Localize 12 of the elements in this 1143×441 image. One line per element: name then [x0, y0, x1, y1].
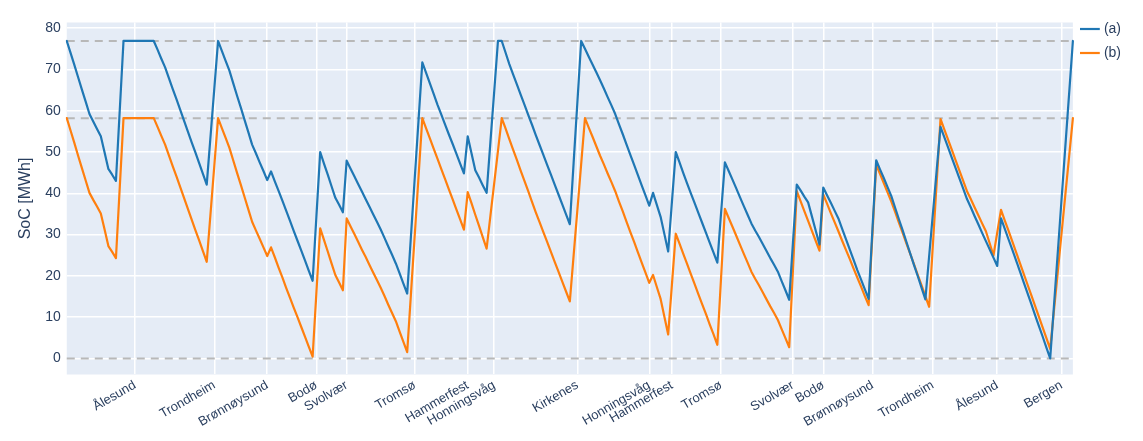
y-tick-label: 60 [45, 101, 61, 118]
y-axis-title: SoC [MWh] [16, 157, 34, 240]
y-tick-label: 40 [45, 184, 61, 201]
y-tick-label: 80 [45, 19, 61, 36]
y-tick-label: 0 [52, 349, 61, 366]
y-tick-label: 50 [45, 142, 61, 159]
y-tick-label: 30 [45, 225, 61, 242]
y-tick-label: 10 [45, 307, 61, 324]
legend-label: (a) [1103, 19, 1122, 36]
y-tick-label: 70 [45, 60, 61, 77]
y-tick-label: 20 [45, 266, 61, 283]
legend-label: (b) [1103, 43, 1122, 60]
